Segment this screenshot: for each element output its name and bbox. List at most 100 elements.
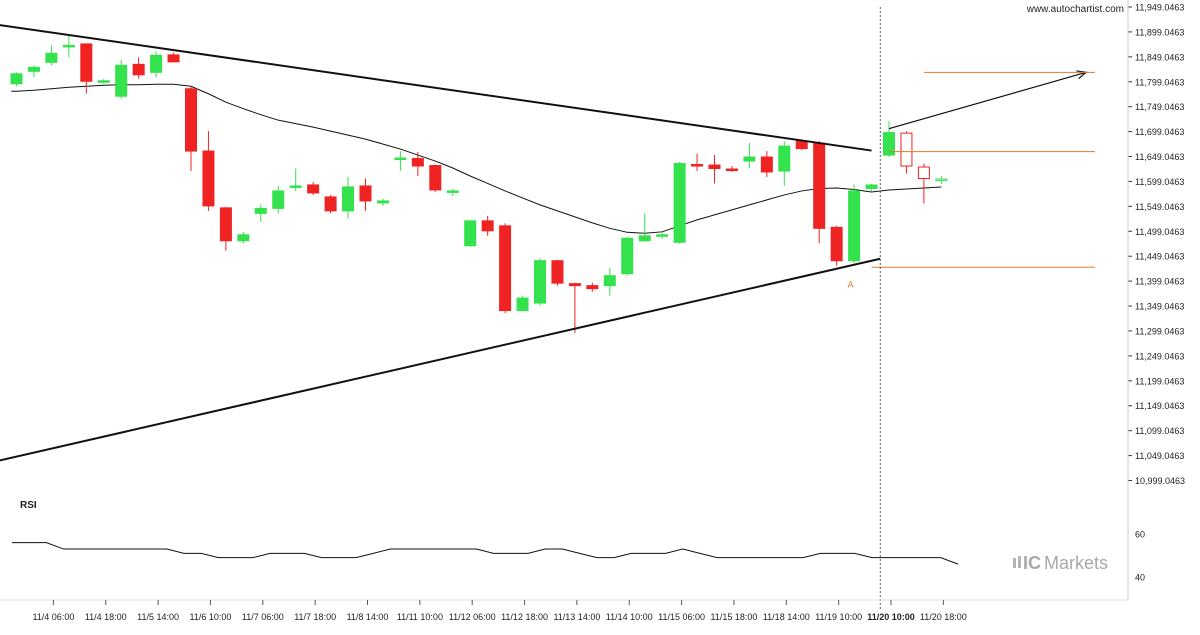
candle-body xyxy=(376,200,389,204)
candle-body xyxy=(830,226,843,262)
time-tick-label: 11/20 10:00 xyxy=(867,612,915,622)
price-tick-label: 11,549.0463 xyxy=(1135,202,1184,212)
time-tick-label: 11/11 10:00 xyxy=(397,612,443,622)
candle-body xyxy=(621,237,634,275)
price-axis: 11,949.0463 11,899.0463 11,849.0463 11,799.… xyxy=(1127,0,1185,600)
candle-body xyxy=(603,275,616,287)
candle-body xyxy=(656,234,669,237)
candle-body xyxy=(429,165,442,191)
candle-body xyxy=(516,297,529,312)
price-tick-label: 10,999.0463 xyxy=(1135,476,1185,486)
candle-body xyxy=(534,260,546,304)
candle-body xyxy=(900,132,913,167)
projection-arrow-line xyxy=(888,71,1087,130)
candle-body xyxy=(848,190,861,262)
candle-body xyxy=(865,184,878,189)
rsi-tick-label: 60 xyxy=(1135,530,1145,540)
candle-body xyxy=(778,145,791,172)
candle-body xyxy=(568,283,581,287)
time-tick-label: 11/12 06:00 xyxy=(449,612,496,622)
candle-body xyxy=(691,164,704,167)
candle-body xyxy=(97,80,110,83)
candle-body xyxy=(917,166,930,179)
candle-body xyxy=(45,52,58,63)
support-trendline xyxy=(0,257,881,462)
price-tick-label: 11,449.0463 xyxy=(1135,252,1184,262)
price-tick-label: 11,799.0463 xyxy=(1135,77,1184,87)
time-tick-label: 11/4 18:00 xyxy=(85,612,127,622)
candle-body xyxy=(219,207,232,242)
price-tick-label: 11,499.0463 xyxy=(1135,227,1184,237)
candle-body xyxy=(638,235,651,242)
candle-body xyxy=(202,150,215,207)
time-tick-label: 11/6 10:00 xyxy=(190,612,232,622)
candle-body xyxy=(708,164,721,170)
time-tick-label: 11/7 18:00 xyxy=(294,612,336,622)
price-tick-label: 11,749.0463 xyxy=(1135,102,1184,112)
candle-body xyxy=(481,220,494,232)
candle-body xyxy=(725,168,738,172)
brand-name: Markets xyxy=(1044,553,1108,573)
candles xyxy=(10,34,948,333)
candle-body xyxy=(883,132,895,156)
brand-bar-icon xyxy=(1013,558,1016,568)
candle-body xyxy=(551,260,564,284)
brand-bar-icon xyxy=(1018,556,1021,568)
time-tick-label: 11/15 06:00 xyxy=(658,612,705,622)
candle-body xyxy=(499,225,512,312)
candle-body xyxy=(115,64,128,97)
price-tick-label: 11,699.0463 xyxy=(1135,127,1184,137)
candle-body xyxy=(62,44,75,48)
candle-body xyxy=(935,178,948,181)
price-tick-label: 11,649.0463 xyxy=(1135,152,1184,162)
candle-body xyxy=(10,73,23,85)
time-tick-label: 11/15 18:00 xyxy=(711,612,758,622)
levels: A xyxy=(848,7,1095,610)
candle-body xyxy=(185,88,197,152)
candle-body xyxy=(27,66,40,72)
candle-body xyxy=(150,54,163,73)
price-tick-label: 11,599.0463 xyxy=(1135,177,1184,187)
price-tick-label: 11,899.0463 xyxy=(1135,27,1184,37)
resistance-trendline xyxy=(0,24,872,152)
candle-body xyxy=(272,190,285,209)
moving-average xyxy=(11,83,942,234)
price-tick-label: 11,299.0463 xyxy=(1135,326,1184,336)
rsi-line xyxy=(12,542,959,565)
price-tick-label: 11,199.0463 xyxy=(1135,376,1184,386)
candle-body xyxy=(359,185,372,202)
candle-body xyxy=(324,196,337,212)
candle-body xyxy=(342,186,355,212)
candle-body xyxy=(289,185,302,188)
time-tick-label: 11/7 06:00 xyxy=(242,612,284,622)
price-tick-label: 11,949.0463 xyxy=(1135,3,1184,13)
time-tick-label: 11/5 14:00 xyxy=(137,612,179,622)
rsi-label: RSI xyxy=(20,500,37,511)
candle-body xyxy=(307,184,320,194)
rsi-panel: 60 40 xyxy=(12,530,1145,583)
time-tick-label: 11/20 18:00 xyxy=(920,612,967,622)
time-tick-label: 11/12 18:00 xyxy=(501,612,548,622)
time-tick-label: 11/8 14:00 xyxy=(347,612,389,622)
candle-body xyxy=(743,156,756,162)
rsi-tick-label: 40 xyxy=(1135,573,1145,583)
source-label: www.autochartist.com xyxy=(1026,4,1124,15)
candle-body xyxy=(813,142,826,229)
brand-prefix: IC xyxy=(1023,553,1041,573)
price-tick-label: 11,849.0463 xyxy=(1135,52,1184,62)
time-tick-label: 11/4 06:00 xyxy=(32,612,74,622)
pattern-marker: A xyxy=(848,280,854,290)
time-tick-label: 11/14 10:00 xyxy=(606,612,653,622)
candle-body xyxy=(446,190,459,193)
time-axis: 11/4 06:00 11/4 18:00 11/5 14:00 11/6 10:00… xyxy=(0,599,1128,622)
time-tick-label: 11/13 14:00 xyxy=(553,612,600,622)
candle-body xyxy=(237,234,250,242)
candle-body xyxy=(464,220,477,247)
candle-body xyxy=(132,63,145,76)
time-tick-label: 11/19 10:00 xyxy=(815,612,862,622)
candle-body xyxy=(394,157,407,161)
candle-body xyxy=(586,285,599,290)
candle-body xyxy=(254,207,267,214)
